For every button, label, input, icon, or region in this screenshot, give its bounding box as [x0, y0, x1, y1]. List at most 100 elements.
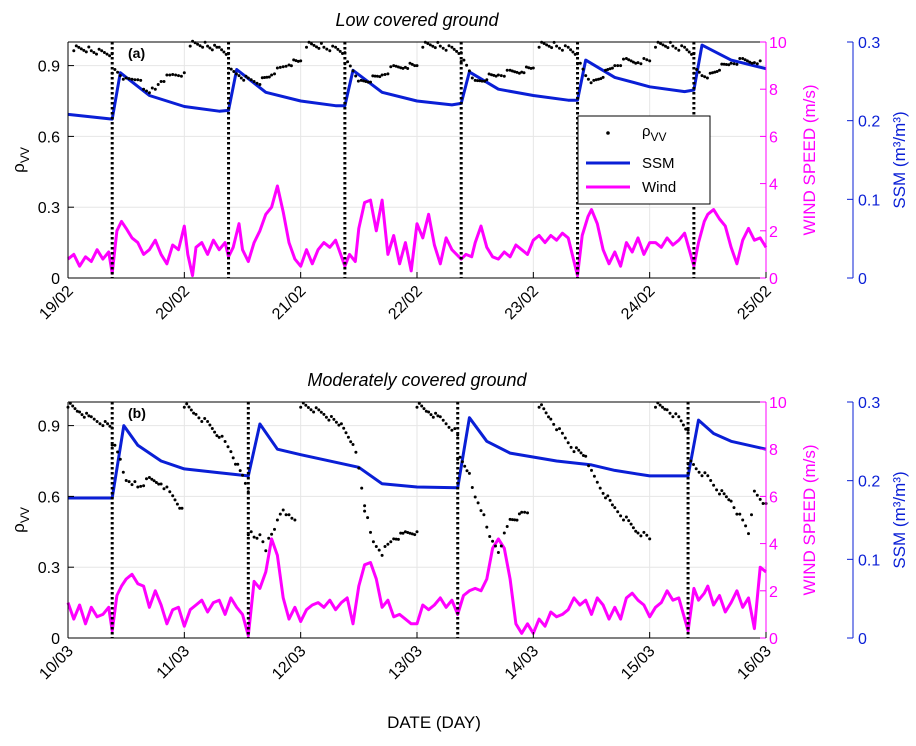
- rho-point: [424, 409, 428, 413]
- rho-point: [363, 504, 367, 508]
- rho-point: [101, 424, 105, 428]
- rho-point: [708, 71, 712, 75]
- rho-point: [157, 482, 161, 486]
- rho-point: [394, 537, 398, 541]
- rho-point: [238, 469, 242, 473]
- rho-point: [223, 440, 227, 443]
- rho-point: [431, 44, 435, 48]
- rho-point: [441, 418, 445, 422]
- x-tick-label: 13/03: [385, 643, 425, 683]
- rho-point: [150, 86, 154, 90]
- rho-point: [540, 403, 543, 407]
- rho-point: [136, 78, 140, 82]
- rho-point: [162, 487, 166, 491]
- rho-point: [715, 488, 719, 492]
- rho-point: [491, 539, 495, 543]
- rho-point: [97, 47, 101, 51]
- rho-point: [130, 77, 134, 81]
- rho-point: [234, 462, 237, 466]
- rho-point: [711, 71, 714, 75]
- rho-point: [483, 79, 486, 83]
- rho-point: [103, 420, 107, 423]
- rho-point: [80, 413, 84, 417]
- rho-point: [342, 426, 346, 430]
- rho-point: [494, 74, 498, 78]
- rho-point: [572, 450, 576, 454]
- wind-tick-label: 10: [769, 395, 787, 412]
- rho-point: [389, 65, 393, 69]
- rho-point: [241, 473, 244, 477]
- rho-point: [116, 450, 120, 454]
- rho-point: [552, 422, 556, 426]
- rho-point: [441, 46, 445, 50]
- rho-point: [648, 537, 652, 541]
- rho-point: [267, 75, 271, 79]
- rho-point: [410, 532, 414, 536]
- wind-tick-label: 0: [769, 631, 778, 648]
- rho-point: [168, 490, 172, 494]
- rho-point: [354, 450, 358, 454]
- rho-point: [68, 401, 72, 405]
- rho-point: [413, 533, 417, 537]
- rho-point: [482, 513, 486, 517]
- y-tick-label: 0: [51, 271, 60, 288]
- rho-point: [563, 436, 567, 440]
- rho-point: [745, 59, 749, 63]
- rho-point: [351, 69, 355, 73]
- rho-point: [515, 518, 519, 522]
- rho-point: [689, 459, 693, 463]
- rho-point: [339, 422, 343, 426]
- rho-point: [373, 74, 377, 78]
- rho-point: [290, 516, 294, 520]
- rho-point: [197, 416, 201, 420]
- rho-point: [680, 44, 684, 48]
- rho-point: [520, 510, 524, 514]
- ssm-axis-label: SSM (m³/m³): [890, 471, 909, 568]
- rho-point: [433, 46, 437, 50]
- rho-point: [203, 417, 207, 420]
- rho-point: [594, 78, 598, 82]
- rho-point: [159, 482, 163, 486]
- rho-point: [429, 413, 433, 417]
- wind-tick-label: 6: [769, 129, 778, 146]
- rho-point: [616, 64, 620, 68]
- rho-point: [665, 408, 669, 412]
- rho-point: [476, 79, 479, 83]
- rho-point: [142, 87, 146, 91]
- ssm-axis-label: SSM (m³/m³): [890, 111, 909, 208]
- rho-point: [275, 518, 279, 522]
- rho-point: [732, 506, 736, 510]
- rho-point: [403, 530, 407, 534]
- x-tick-label: 22/02: [385, 283, 425, 323]
- rho-point: [517, 71, 521, 75]
- rho-point: [634, 529, 638, 533]
- rho-point: [476, 501, 480, 505]
- x-tick-label: 12/03: [269, 643, 309, 683]
- rho-point: [622, 57, 625, 61]
- rho-point: [249, 530, 253, 534]
- rho-point: [492, 73, 496, 77]
- rho-point: [510, 69, 514, 73]
- rho-point: [494, 544, 497, 548]
- rho-point: [713, 70, 717, 74]
- rho-point: [520, 70, 524, 74]
- rho-point: [694, 467, 698, 471]
- rho-point: [406, 531, 410, 534]
- rho-point: [401, 531, 405, 535]
- rho-point: [360, 486, 364, 490]
- rho-point: [629, 59, 633, 63]
- rho-point: [201, 45, 205, 49]
- rho-point: [145, 477, 148, 481]
- rho-point: [415, 530, 419, 534]
- rho-point: [703, 75, 707, 79]
- panel-title: Low covered ground: [335, 10, 499, 30]
- rho-point: [601, 75, 605, 79]
- rho-point: [687, 50, 691, 54]
- rho-point: [265, 75, 269, 79]
- rho-point: [645, 533, 649, 537]
- y-tick-label: 0.3: [38, 200, 60, 217]
- rho-point: [479, 509, 483, 513]
- rho-point: [523, 510, 527, 514]
- rho-point: [328, 49, 332, 53]
- rho-point: [187, 405, 191, 409]
